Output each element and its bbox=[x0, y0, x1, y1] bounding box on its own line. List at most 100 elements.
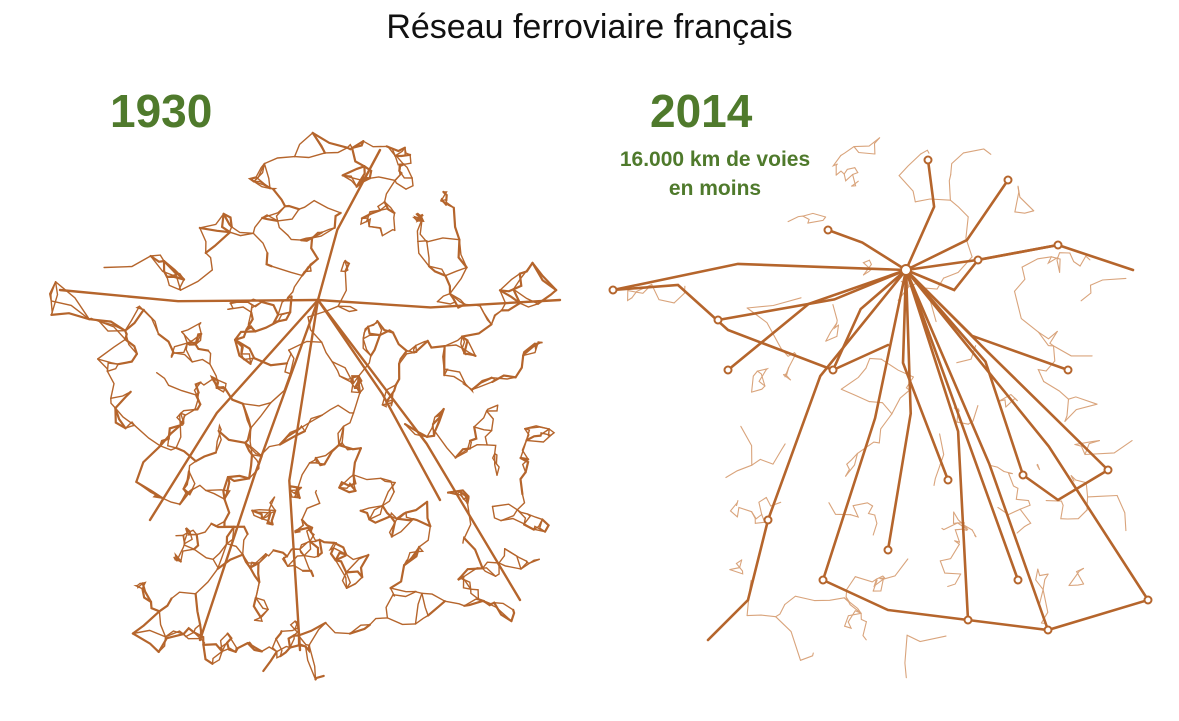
rail-line bbox=[368, 515, 392, 524]
rail-line bbox=[947, 573, 962, 588]
rail-line bbox=[522, 341, 542, 357]
rail-line bbox=[300, 518, 314, 529]
rail-line bbox=[223, 489, 229, 501]
rail-line bbox=[758, 496, 767, 516]
rail-line bbox=[751, 511, 756, 524]
station-marker bbox=[1063, 365, 1073, 375]
rail-line bbox=[103, 255, 152, 269]
rail-mainline bbox=[904, 268, 1070, 372]
rail-line bbox=[309, 539, 321, 543]
rail-line bbox=[352, 391, 361, 414]
rail-line bbox=[922, 277, 945, 290]
rail-line bbox=[308, 457, 317, 464]
rail-line bbox=[207, 349, 212, 365]
rail-line bbox=[272, 188, 287, 208]
rail-mainline bbox=[706, 518, 770, 642]
rail-line bbox=[157, 332, 175, 354]
rail-line bbox=[98, 320, 126, 332]
rail-line bbox=[464, 383, 474, 394]
rail-line bbox=[216, 553, 244, 571]
rail-line bbox=[1037, 331, 1055, 347]
rail-line bbox=[248, 641, 263, 653]
rail-line bbox=[394, 155, 405, 166]
rail-line bbox=[217, 429, 247, 444]
rail-line bbox=[251, 509, 263, 520]
rail-line bbox=[856, 441, 880, 454]
rail-line bbox=[340, 261, 346, 273]
rail-line bbox=[303, 540, 312, 557]
rail-line bbox=[872, 578, 884, 592]
rail-line bbox=[289, 295, 293, 314]
rail-line bbox=[843, 597, 862, 614]
rail-line bbox=[174, 558, 182, 563]
rail-line bbox=[191, 358, 211, 365]
rail-line bbox=[462, 576, 472, 590]
rail-line bbox=[241, 533, 249, 556]
rail-line bbox=[1037, 368, 1047, 383]
rail-line bbox=[460, 323, 493, 338]
rail-line bbox=[255, 581, 260, 599]
rail-network-1930 bbox=[48, 131, 562, 681]
rail-line bbox=[253, 357, 289, 367]
station-marker bbox=[828, 365, 838, 375]
rail-line bbox=[152, 493, 163, 499]
rail-line bbox=[357, 375, 365, 394]
rail-line bbox=[106, 370, 115, 399]
rail-line bbox=[425, 430, 436, 438]
rail-line bbox=[833, 322, 840, 330]
rail-line bbox=[346, 140, 365, 151]
rail-line bbox=[150, 601, 161, 612]
rail-line bbox=[192, 533, 200, 551]
rail-line bbox=[1047, 256, 1059, 265]
rail-line bbox=[363, 165, 373, 180]
rail-line bbox=[845, 576, 856, 598]
rail-line bbox=[249, 566, 261, 584]
rail-line bbox=[1074, 443, 1086, 456]
rail-line bbox=[287, 554, 305, 567]
rail-line bbox=[275, 638, 283, 657]
rail-line bbox=[479, 305, 493, 326]
rail-line bbox=[746, 297, 802, 309]
rail-line bbox=[380, 477, 395, 493]
rail-line bbox=[446, 489, 470, 498]
rail-line bbox=[263, 162, 271, 190]
rail-line bbox=[311, 131, 326, 154]
rail-line bbox=[282, 555, 289, 567]
rail-line bbox=[394, 179, 407, 190]
rail-line bbox=[242, 402, 272, 407]
rail-line bbox=[491, 374, 517, 383]
rail-line bbox=[906, 634, 947, 643]
rail-line bbox=[436, 300, 456, 305]
rail-line bbox=[421, 592, 429, 617]
rail-line bbox=[182, 631, 195, 638]
rail-line bbox=[288, 340, 323, 351]
rail-line bbox=[498, 289, 522, 305]
rail-line bbox=[289, 620, 296, 631]
rail-line bbox=[461, 335, 466, 349]
rail-line bbox=[933, 464, 941, 486]
rail-line bbox=[299, 548, 305, 557]
rail-line bbox=[298, 414, 323, 430]
rail-line bbox=[414, 614, 429, 625]
rail-line bbox=[307, 316, 323, 343]
rail-line bbox=[851, 180, 859, 187]
rail-line bbox=[362, 325, 369, 340]
rail-line bbox=[194, 568, 219, 595]
rail-line bbox=[194, 343, 210, 352]
rail-line bbox=[882, 558, 909, 580]
rail-line bbox=[1015, 487, 1030, 502]
rail-line bbox=[412, 344, 417, 354]
rail-line bbox=[277, 295, 293, 316]
rail-line bbox=[252, 232, 269, 254]
rail-line bbox=[341, 174, 358, 188]
rail-line bbox=[844, 612, 862, 627]
station-marker bbox=[723, 365, 733, 375]
rail-mainline bbox=[821, 578, 1150, 632]
rail-line bbox=[351, 146, 366, 168]
rail-line bbox=[182, 408, 196, 425]
rail-line bbox=[852, 502, 874, 507]
rail-line bbox=[271, 638, 278, 653]
rail-line bbox=[244, 442, 253, 456]
rail-line bbox=[1005, 397, 1018, 408]
rail-line bbox=[106, 362, 119, 372]
